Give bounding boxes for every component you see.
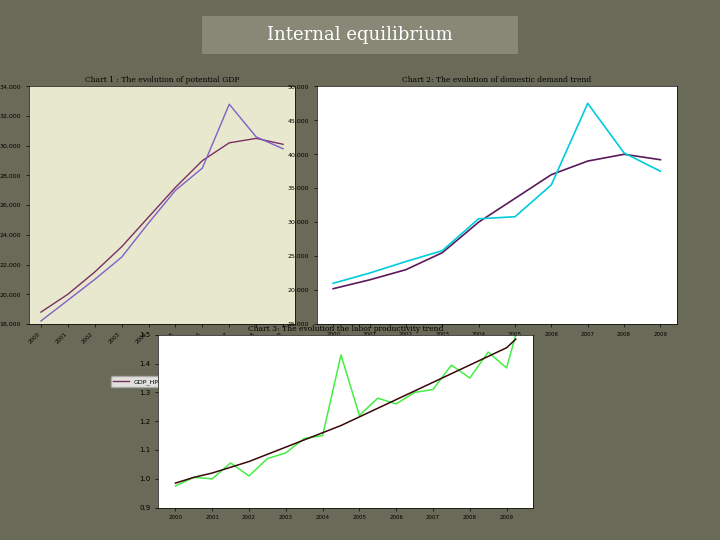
- W_IND_HP: [392, 396, 400, 403]
- DD_HP: [329, 286, 338, 292]
- W_IND_HP: [511, 336, 520, 342]
- GDP_RC: [225, 101, 233, 107]
- DD_HP: [402, 266, 410, 273]
- W_IND: [208, 476, 217, 482]
- DD_R: [656, 168, 665, 174]
- GDP_HP: [63, 291, 72, 298]
- Line: W_IND_HP: W_IND_HP: [176, 339, 516, 483]
- Legend: DD_HP, DD_R: DD_HP, DD_R: [408, 357, 499, 368]
- W_IND: [300, 435, 309, 442]
- DD_R: [402, 258, 410, 265]
- GDP_HP: [198, 157, 207, 164]
- W_IND_HP: [171, 480, 180, 487]
- W_IND_HP: [428, 379, 437, 386]
- GDP_HP: [225, 139, 233, 146]
- Line: GDP_RC: GDP_RC: [41, 104, 283, 321]
- W_IND_HP: [337, 422, 346, 429]
- DD_R: [329, 280, 338, 287]
- W_IND_HP: [226, 464, 235, 470]
- DD_R: [365, 270, 374, 276]
- W_IND: [355, 412, 364, 418]
- DD_HP: [474, 219, 483, 225]
- DD_HP: [365, 276, 374, 283]
- W_IND: [263, 455, 271, 462]
- Title: Chart 1 : The evolution of potential GDP: Chart 1 : The evolution of potential GDP: [85, 76, 239, 84]
- W_IND_HP: [300, 437, 309, 443]
- GDP_RC: [63, 297, 72, 303]
- DD_HP: [656, 157, 665, 163]
- Line: GDP_HP: GDP_HP: [41, 138, 283, 312]
- W_IND_HP: [410, 388, 419, 394]
- W_IND_HP: [208, 470, 217, 476]
- W_IND: [392, 401, 400, 407]
- W_IND: [484, 349, 492, 355]
- DD_R: [474, 215, 483, 222]
- GDP_HP: [252, 135, 261, 141]
- DD_HP: [620, 151, 629, 158]
- GDP_HP: [37, 309, 45, 315]
- DD_R: [438, 247, 446, 254]
- DD_R: [547, 181, 556, 188]
- W_IND: [503, 364, 511, 371]
- Text: Internal equilibrium: Internal equilibrium: [267, 26, 453, 44]
- GDP_HP: [117, 244, 126, 250]
- W_IND_HP: [282, 444, 290, 450]
- W_IND_HP: [245, 458, 253, 465]
- W_IND: [447, 362, 456, 368]
- Line: W_IND: W_IND: [176, 335, 516, 486]
- DD_HP: [547, 171, 556, 178]
- W_IND: [511, 332, 520, 338]
- GDP_RC: [279, 145, 287, 152]
- DD_HP: [583, 158, 592, 164]
- GDP_RC: [37, 318, 45, 324]
- Line: DD_HP: DD_HP: [333, 154, 660, 289]
- GDP_RC: [144, 220, 153, 226]
- GDP_HP: [91, 269, 99, 275]
- W_IND_HP: [355, 414, 364, 420]
- DD_HP: [438, 249, 446, 256]
- DD_HP: [510, 195, 519, 201]
- W_IND_HP: [503, 345, 511, 351]
- GDP_RC: [252, 133, 261, 140]
- W_IND: [189, 474, 198, 481]
- Title: Chart 3: The evolution the labor productivity trend: Chart 3: The evolution the labor product…: [248, 325, 444, 333]
- W_IND_HP: [263, 451, 271, 457]
- W_IND: [465, 375, 474, 381]
- W_IND_HP: [447, 370, 456, 377]
- W_IND_HP: [484, 353, 492, 360]
- W_IND: [337, 352, 346, 358]
- Line: DD_R: DD_R: [333, 103, 660, 284]
- W_IND: [245, 472, 253, 479]
- W_IND: [171, 483, 180, 489]
- GDP_RC: [117, 254, 126, 260]
- Legend: GDP_HP, GDP_RC: GDP_HP, GDP_RC: [111, 376, 213, 387]
- GDP_HP: [279, 141, 287, 147]
- W_IND: [428, 386, 437, 393]
- GDP_HP: [171, 184, 180, 191]
- W_IND_HP: [318, 429, 327, 436]
- W_IND: [410, 389, 419, 396]
- GDP_RC: [91, 276, 99, 283]
- W_IND: [374, 395, 382, 401]
- W_IND: [226, 460, 235, 466]
- W_IND_HP: [374, 405, 382, 411]
- GDP_HP: [144, 214, 153, 220]
- GDP_RC: [171, 187, 180, 193]
- W_IND_HP: [465, 362, 474, 368]
- DD_R: [583, 100, 592, 106]
- Title: Chart 2: The evolution of domestic demand trend: Chart 2: The evolution of domestic deman…: [402, 76, 591, 84]
- GDP_RC: [198, 165, 207, 171]
- DD_R: [510, 213, 519, 220]
- W_IND: [282, 450, 290, 456]
- W_IND: [318, 433, 327, 439]
- DD_R: [620, 150, 629, 156]
- W_IND_HP: [189, 474, 198, 481]
